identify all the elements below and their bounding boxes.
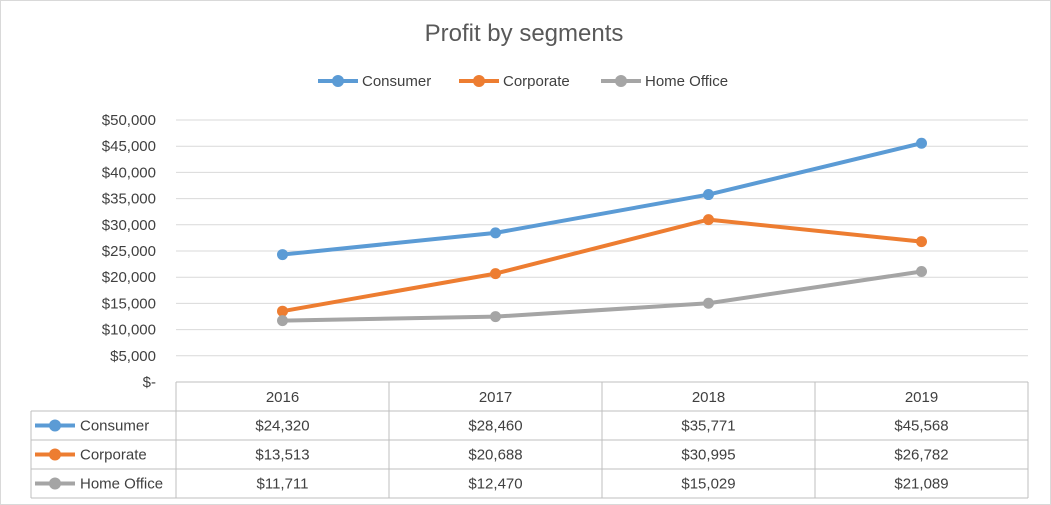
data-point xyxy=(490,311,501,323)
series-line-2 xyxy=(280,269,924,323)
legend-label: Home Office xyxy=(645,73,728,90)
table-row-label: Corporate xyxy=(80,447,147,464)
data-point xyxy=(703,214,714,226)
data-label: $28,460 xyxy=(468,418,522,435)
table-legend-marker xyxy=(49,419,61,432)
y-tick-label: $45,000 xyxy=(102,138,156,155)
legend-marker xyxy=(473,75,485,87)
table-legend-marker xyxy=(49,477,61,490)
data-label: $30,995 xyxy=(681,447,735,464)
x-tick-label: 2018 xyxy=(692,389,725,406)
legend-label: Corporate xyxy=(503,73,570,90)
chart-title: Profit by segments xyxy=(425,20,624,47)
data-point xyxy=(916,265,927,277)
y-tick-label: $50,000 xyxy=(102,112,156,129)
data-label: $45,568 xyxy=(894,418,948,435)
y-tick-label: $40,000 xyxy=(102,164,156,181)
y-tick-label: $20,000 xyxy=(102,269,156,286)
data-point xyxy=(490,268,501,280)
data-label: $11,711 xyxy=(257,476,309,493)
data-label: $21,089 xyxy=(894,476,948,493)
data-label: $35,771 xyxy=(681,418,735,435)
y-axis: $- $5,000 $10,000 $15,000 $20,000 $25,000 $30,… xyxy=(102,112,156,391)
data-label: $20,688 xyxy=(468,447,522,464)
x-tick-label: 2016 xyxy=(266,389,299,406)
legend-marker xyxy=(332,75,344,87)
data-label: $24,320 xyxy=(255,418,309,435)
series-line-0 xyxy=(280,141,924,257)
y-tick-label: $5,000 xyxy=(110,348,156,365)
table-row-label: Home Office xyxy=(80,476,163,493)
data-point xyxy=(277,315,288,327)
data-point xyxy=(703,297,714,309)
data-label: $13,513 xyxy=(255,447,309,464)
data-point xyxy=(277,249,288,261)
data-point xyxy=(916,236,927,248)
data-point xyxy=(490,227,501,239)
data-table: 2016 2017 2018 2019 Consumer $24,320 $28,460 $3… xyxy=(30,381,1029,499)
y-tick-label: $- xyxy=(143,374,156,391)
data-label: $26,782 xyxy=(894,447,948,464)
y-tick-label: $35,000 xyxy=(102,191,156,208)
data-label: $12,470 xyxy=(468,476,522,493)
x-tick-label: 2019 xyxy=(905,389,938,406)
data-point xyxy=(703,189,714,201)
legend: Consumer Corporate Home Office xyxy=(318,73,728,90)
data-label: $15,029 xyxy=(681,476,735,493)
y-tick-label: $25,000 xyxy=(102,243,156,260)
x-tick-label: 2017 xyxy=(479,389,512,406)
data-point xyxy=(916,137,927,149)
series-lines xyxy=(277,137,927,327)
table-legend-marker xyxy=(49,448,61,461)
legend-marker xyxy=(615,75,627,87)
data-point xyxy=(277,305,288,317)
series-line-1 xyxy=(280,217,924,314)
y-tick-label: $30,000 xyxy=(102,217,156,234)
legend-label: Consumer xyxy=(362,73,431,90)
y-tick-label: $15,000 xyxy=(102,295,156,312)
y-tick-label: $10,000 xyxy=(102,322,156,339)
table-row-label: Consumer xyxy=(80,418,149,435)
